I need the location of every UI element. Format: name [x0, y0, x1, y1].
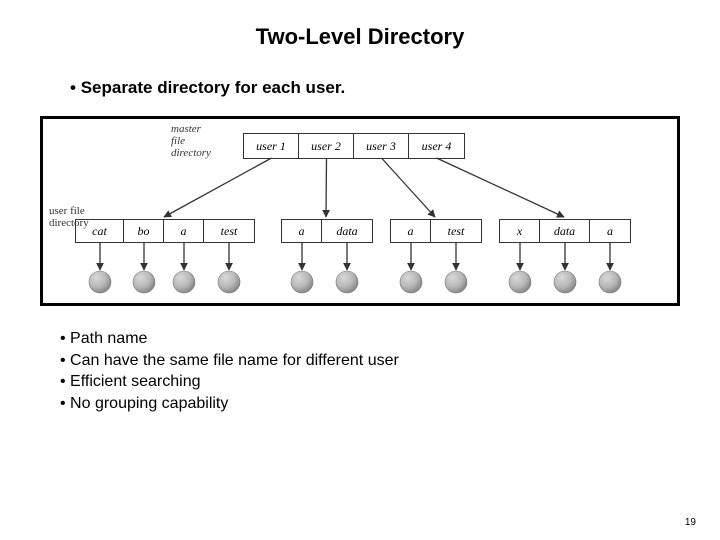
file-cell: a — [391, 220, 431, 242]
file-cell: x — [500, 220, 540, 242]
bottom-bullet: No grouping capability — [60, 393, 720, 415]
bottom-bullet: Can have the same file name for differen… — [60, 350, 720, 372]
file-cell: test — [431, 220, 481, 242]
file-cell: test — [204, 220, 254, 242]
file-cell: a — [282, 220, 322, 242]
file-group-row: adata — [281, 219, 373, 243]
file-group-row: atest — [390, 219, 482, 243]
file-cell: bo — [124, 220, 164, 242]
file-group-row: catboatest — [75, 219, 255, 243]
diagram-svg — [43, 119, 677, 303]
file-cell: data — [540, 220, 590, 242]
bottom-bullet: Path name — [60, 328, 720, 350]
page-number: 19 — [685, 517, 696, 528]
file-group-row: xdataa — [499, 219, 631, 243]
slide-title: Two-Level Directory — [0, 0, 720, 50]
diagram-frame: master file directory user file director… — [40, 116, 680, 306]
file-cell: cat — [76, 220, 124, 242]
file-cell: a — [590, 220, 630, 242]
file-cell: a — [164, 220, 204, 242]
bottom-bullets: Path nameCan have the same file name for… — [0, 306, 720, 414]
top-bullet: Separate directory for each user. — [0, 50, 720, 98]
bottom-bullet: Efficient searching — [60, 371, 720, 393]
file-cell: data — [322, 220, 372, 242]
